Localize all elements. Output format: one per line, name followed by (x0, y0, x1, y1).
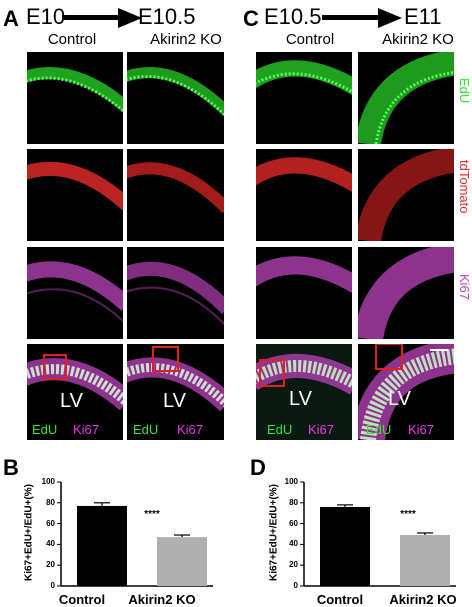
x-tick-label-ko: Akirin2 KO (128, 592, 196, 607)
stage-from-c: E10.5 (264, 4, 322, 29)
image-edu-control-a (27, 52, 123, 144)
image-merge-ko-a: LV EdU Ki67 (127, 344, 224, 440)
merge-edu-label: EdU (366, 422, 392, 437)
y-tick-label: 40 (289, 539, 298, 549)
merge-edu-label: EdU (133, 422, 159, 437)
bar-ko (157, 537, 207, 586)
y-axis-label: Ki67+EdU+/EdU+(%) (268, 484, 280, 581)
column-label-control-a: Control (47, 31, 97, 48)
stage-to-c: E11 (404, 4, 442, 29)
y-tick-label: 0 (293, 581, 298, 590)
channel-label-tdtomato: tdTomato (457, 160, 472, 214)
y-tick-label: 80 (46, 497, 55, 507)
scale-bar (430, 349, 448, 351)
channel-label-ki67: Ki67 (457, 274, 472, 301)
panel-letter-c: C (243, 6, 259, 31)
y-tick-label: 20 (46, 560, 55, 570)
lv-label: LV (388, 388, 411, 410)
merge-ki67-label: Ki67 (177, 422, 204, 437)
panel-letter-a: A (3, 6, 19, 31)
significance-marker: **** (400, 509, 416, 520)
y-tick-label: 60 (289, 518, 298, 528)
image-ki67-control-c (256, 247, 352, 339)
timeline-arrow-a (62, 8, 142, 28)
image-edu-ko-c (358, 52, 454, 144)
merge-edu-label: EdU (267, 422, 293, 437)
bar-ko (400, 535, 450, 586)
y-tick-label: 80 (289, 497, 298, 507)
bar-chart-d (300, 481, 456, 587)
y-tick-label: 100 (284, 477, 298, 486)
lv-label: LV (163, 390, 186, 412)
image-tdtomato-ko-a (127, 149, 224, 241)
panel-letter-d: D (250, 455, 266, 480)
column-label-ko-a: Akirin2 KO (150, 31, 222, 48)
image-ki67-control-a (27, 247, 123, 339)
merge-ki67-label: Ki67 (408, 422, 435, 437)
image-ki67-ko-c (358, 247, 454, 339)
y-tick-label: 60 (46, 518, 55, 528)
image-tdtomato-control-c (256, 149, 352, 241)
panel-letter-b: B (3, 455, 19, 480)
y-tick-label: 0 (50, 581, 55, 590)
bar-chart-b (57, 481, 213, 587)
bar-control (77, 505, 127, 586)
lv-label: LV (289, 388, 312, 410)
timeline-arrow-c (322, 8, 402, 28)
image-merge-control-a: LV EdU Ki67 (27, 344, 123, 440)
image-edu-control-c (256, 52, 352, 144)
stage-from-a: E10 (26, 4, 66, 29)
bar-control (320, 506, 370, 586)
x-tick-label-control: Control (58, 592, 106, 607)
x-tick-label-control: Control (316, 592, 364, 607)
image-ki67-ko-a (127, 247, 224, 339)
column-label-control-c: Control (285, 31, 335, 48)
merge-edu-label: EdU (32, 422, 58, 437)
column-label-ko-c: Akirin2 KO (382, 31, 454, 48)
y-axis-label: Ki67+EdU+/EdU+(%) (23, 484, 35, 581)
y-tick-label: 100 (41, 477, 55, 486)
channel-label-edu: EdU (457, 78, 472, 104)
image-edu-ko-a (127, 52, 224, 144)
image-merge-ko-c: LV EdU Ki67 (358, 344, 454, 440)
lv-label: LV (60, 390, 83, 412)
x-tick-label-ko: Akirin2 KO (389, 592, 457, 607)
merge-ki67-label: Ki67 (308, 422, 335, 437)
image-merge-control-c: LV EdU Ki67 (256, 344, 352, 440)
y-tick-label: 40 (46, 539, 55, 549)
image-tdtomato-ko-c (358, 149, 454, 241)
significance-marker: **** (144, 509, 160, 520)
y-tick-label: 20 (289, 560, 298, 570)
merge-ki67-label: Ki67 (73, 422, 100, 437)
stage-to-a: E10.5 (138, 4, 196, 29)
image-tdtomato-control-a (27, 149, 123, 241)
